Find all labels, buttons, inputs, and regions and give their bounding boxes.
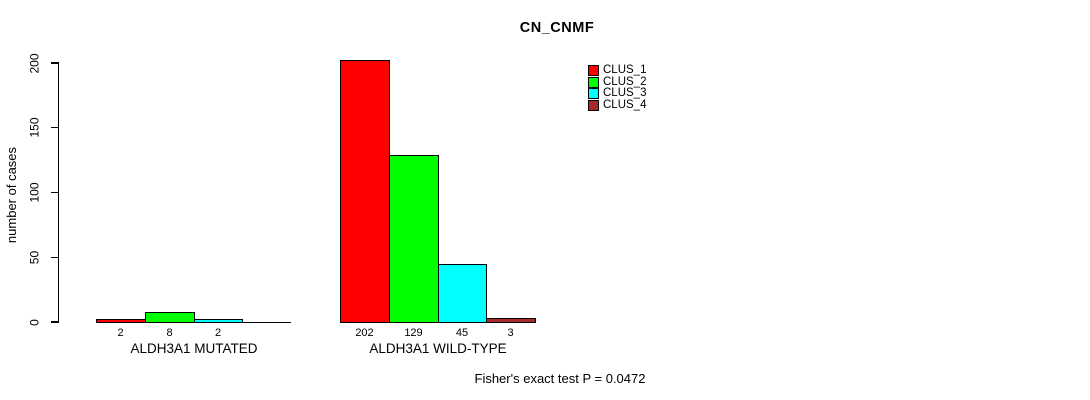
- bar-clus-1-aldh3a1-wild-type: [340, 60, 390, 323]
- legend-swatch-clus-2: [588, 76, 599, 88]
- y-axis-tick: [50, 256, 58, 258]
- bar-clus-3-aldh3a1-mutated: [194, 319, 243, 323]
- bar-value-label: 2: [117, 327, 124, 339]
- y-axis-tick-label: 200: [27, 52, 42, 74]
- y-axis-tick-label: 100: [27, 182, 42, 203]
- bar-value-label: 45: [455, 327, 469, 339]
- y-axis-tick: [50, 191, 58, 194]
- y-axis-tick-label: 0: [27, 318, 42, 326]
- bar-clus-2-aldh3a1-mutated: [145, 312, 195, 323]
- y-axis-tick-label: 50: [27, 250, 42, 264]
- bar-value-label: 202: [355, 327, 374, 339]
- legend-item-clus-1: CLUS_1: [588, 64, 647, 76]
- legend-label-clus-3: CLUS_3: [603, 87, 647, 100]
- legend: CLUS_1 CLUS_2 CLUS_3 CLUS_4: [588, 64, 647, 111]
- bar-value-label: 2: [214, 327, 222, 339]
- y-axis-tick: [50, 62, 58, 64]
- legend-swatch-clus-3: [588, 88, 599, 100]
- bar-value-label: 129: [404, 327, 423, 339]
- y-axis-tick: [50, 127, 58, 129]
- category-label-aldh3a1-mutated: ALDH3A1 MUTATED: [130, 341, 258, 356]
- y-axis-tick-label: 150: [27, 117, 42, 138]
- legend-item-clus-2: CLUS_2: [588, 75, 647, 88]
- legend-swatch-clus-1: [588, 65, 599, 76]
- bar-value-label: 8: [166, 327, 173, 339]
- bar-clus-3-aldh3a1-wild-type: [438, 264, 487, 323]
- legend-swatch-clus-4: [588, 99, 599, 111]
- legend-item-clus-3: CLUS_3: [588, 87, 647, 100]
- category-label-aldh3a1-wild-type: ALDH3A1 WILD-TYPE: [369, 341, 507, 356]
- chart-title: CN_CNMF: [519, 20, 595, 36]
- bar-clus-1-aldh3a1-mutated: [96, 319, 146, 323]
- fisher-test-annotation: Fisher's exact test P = 0.0472: [474, 371, 646, 386]
- y-axis-tick: [50, 321, 58, 323]
- legend-label-clus-2: CLUS_2: [603, 75, 647, 88]
- bar-clus-2-aldh3a1-wild-type: [389, 155, 439, 323]
- legend-item-clus-4: CLUS_4: [588, 98, 647, 111]
- bar-value-label: 3: [507, 327, 514, 339]
- y-axis-line: [57, 62, 59, 323]
- bar-clus-4-aldh3a1-wild-type: [486, 318, 536, 323]
- legend-label-clus-4: CLUS_4: [603, 98, 647, 111]
- legend-label-clus-1: CLUS_1: [603, 64, 647, 76]
